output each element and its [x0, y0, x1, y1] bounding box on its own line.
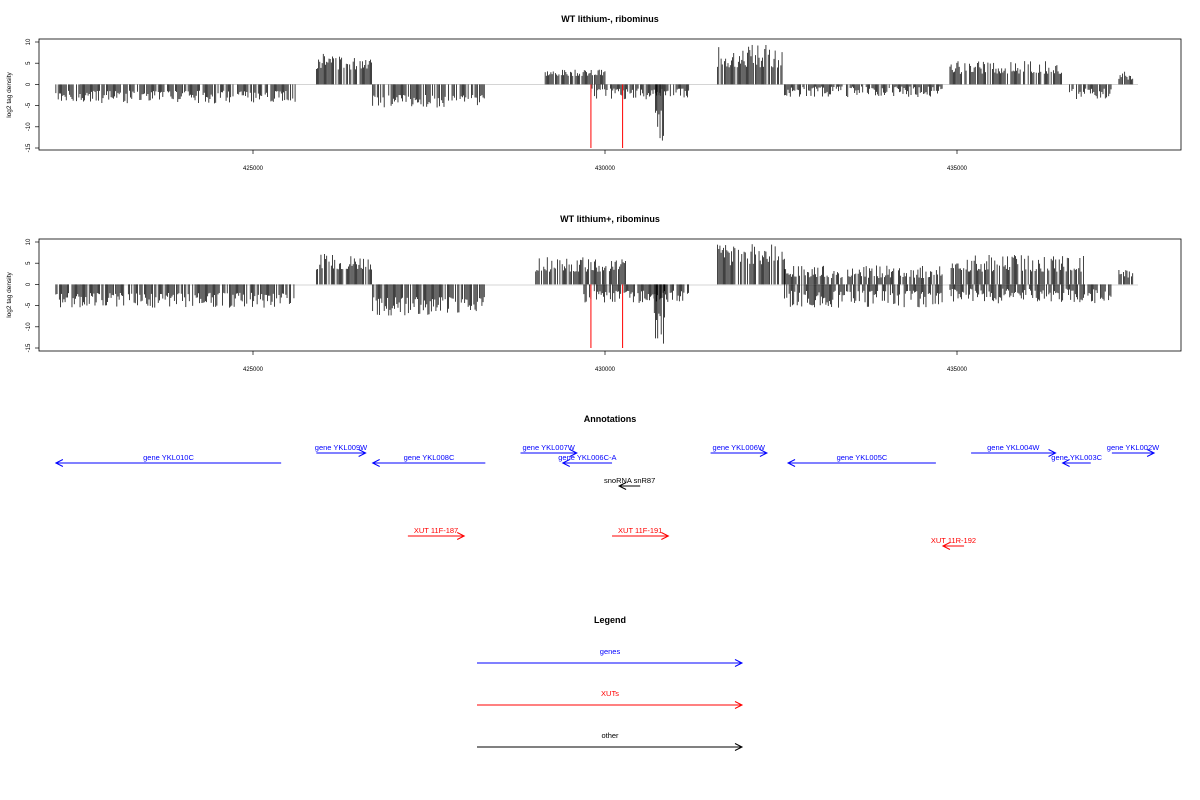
track-panel-lithium-minus: WT lithium-, ribominus log2 tag density …: [6, 14, 1182, 172]
y-axis-label: log2 tag density: [6, 71, 13, 117]
signal-bars: [55, 244, 1134, 344]
arrowhead: [734, 659, 744, 667]
annotation-xut: XUT 11F-191: [612, 526, 670, 540]
arrowhead: [661, 532, 670, 540]
y-tick-label: -10: [26, 322, 32, 331]
arrowhead: [786, 459, 796, 467]
annotation-gene: gene YKL006W: [710, 443, 769, 457]
arrowhead: [561, 459, 570, 467]
y-tick-label: 0: [26, 282, 32, 286]
arrowhead: [617, 482, 627, 490]
legend-title: Legend: [594, 615, 626, 625]
y-tick-label: 0: [26, 82, 32, 86]
legend-label: other: [601, 731, 619, 740]
y-tick-label: -5: [26, 302, 32, 308]
feature-markers: [590, 284, 624, 348]
x-axis: 425000 430000 435000: [243, 351, 968, 373]
annotation-label: gene YKL007W: [522, 443, 575, 452]
x-tick-label: 425000: [243, 367, 264, 373]
legend-label: genes: [600, 647, 621, 656]
annotation-xut: XUT 11F-187: [407, 526, 466, 540]
annotation-other: snoRNA snR87: [604, 476, 655, 490]
x-tick-label: 435000: [947, 166, 968, 172]
arrowhead: [941, 542, 951, 550]
y-axis: 10 5 0 -5 -10 -15: [26, 238, 39, 352]
x-tick-label: 435000: [947, 367, 968, 373]
x-axis: 425000 430000 435000: [243, 150, 968, 172]
annotation-gene: gene YKL003C: [1051, 453, 1103, 467]
annotation-label: snoRNA snR87: [604, 476, 655, 485]
arrowhead: [734, 701, 744, 709]
annotation-label: XUT 11F-187: [414, 526, 458, 535]
legend-entries: genes XUTs other: [477, 647, 744, 751]
x-tick-label: 430000: [595, 166, 616, 172]
annotation-gene: gene YKL010C: [54, 453, 282, 467]
feature-markers: [590, 84, 624, 148]
x-tick-label: 430000: [595, 367, 616, 373]
annotation-label: gene YKL008C: [404, 453, 455, 462]
arrowhead: [358, 449, 367, 457]
annotation-label: gene YKL010C: [143, 453, 194, 462]
annotation-label: gene YKL006C-A: [558, 453, 616, 462]
arrowhead: [1048, 449, 1057, 457]
annotation-gene: gene YKL005C: [786, 453, 936, 467]
annotation-label: XUT 11F-191: [618, 526, 662, 535]
annotation-gene: gene YKL002W: [1107, 443, 1160, 457]
y-tick-label: 5: [26, 61, 32, 65]
plot-frame: [38, 238, 1182, 352]
annotation-label: gene YKL005C: [837, 453, 888, 462]
y-tick-label: 10: [26, 38, 32, 45]
annotation-label: gene YKL002W: [1107, 443, 1160, 452]
legend-entry-gene: genes: [477, 647, 744, 667]
annotations-title: Annotations: [584, 414, 637, 424]
annotation-label: gene YKL004W: [987, 443, 1040, 452]
panel-title: WT lithium+, ribominus: [560, 214, 660, 224]
annotation-features: gene YKL010C gene YKL009W gene YKL008C gene…: [54, 443, 1160, 550]
y-axis-label: log2 tag density: [6, 271, 13, 317]
arrowhead: [734, 743, 744, 751]
x-tick-label: 425000: [243, 166, 264, 172]
annotation-label: gene YKL009W: [315, 443, 368, 452]
track-panel-lithium-plus: WT lithium+, ribominus log2 tag density …: [6, 214, 1182, 373]
arrowhead: [371, 459, 380, 467]
arrowhead: [1061, 459, 1070, 467]
arrowhead: [1146, 449, 1156, 457]
legend-label: XUTs: [601, 689, 619, 698]
annotation-gene: gene YKL007W: [520, 443, 578, 457]
panel-title: WT lithium-, ribominus: [561, 14, 659, 24]
annotation-gene: gene YKL004W: [971, 443, 1057, 457]
annotation-gene: gene YKL009W: [315, 443, 368, 457]
annotation-label: gene YKL003C: [1051, 453, 1102, 462]
y-axis: 10 5 0 -5 -10 -15: [26, 38, 39, 152]
y-tick-label: 10: [26, 238, 32, 245]
y-tick-label: -15: [26, 143, 32, 152]
annotation-label: XUT 11R-192: [931, 536, 976, 545]
annotation-gene: gene YKL006C-A: [558, 453, 617, 467]
arrowhead: [54, 459, 64, 467]
plot-frame: [38, 38, 1182, 151]
legend-entry-xut: XUTs: [477, 689, 744, 709]
annotation-xut: XUT 11R-192: [931, 536, 976, 550]
signal-bars: [55, 44, 1134, 141]
y-tick-label: -5: [26, 102, 32, 108]
annotation-label: gene YKL006W: [713, 443, 766, 452]
legend-panel: Legend genes XUTs other: [477, 615, 744, 751]
y-tick-label: 5: [26, 261, 32, 265]
annotation-gene: gene YKL008C: [371, 453, 486, 467]
y-tick-label: -15: [26, 343, 32, 352]
arrowhead: [569, 449, 578, 457]
legend-entry-other: other: [477, 731, 744, 751]
arrowhead: [759, 449, 769, 457]
arrowhead: [456, 532, 466, 540]
y-tick-label: -10: [26, 122, 32, 131]
